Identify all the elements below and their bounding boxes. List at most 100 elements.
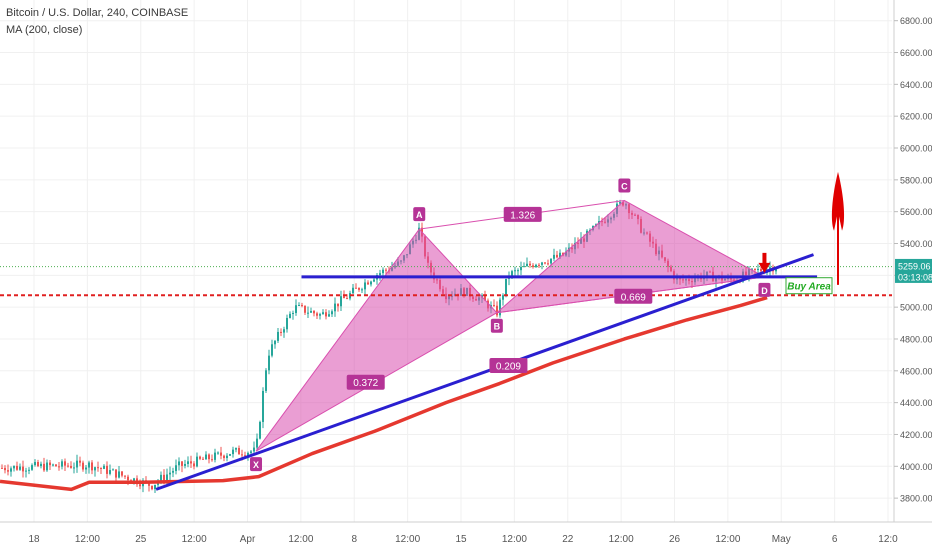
candle-body xyxy=(268,355,270,371)
candle-body xyxy=(385,269,387,271)
time-tick-label: 18 xyxy=(28,534,40,545)
candle-body xyxy=(238,448,240,455)
candle-body xyxy=(184,464,186,466)
pattern-point-badge xyxy=(250,457,263,472)
candle-body xyxy=(100,468,102,470)
candle-body xyxy=(229,454,231,456)
candle-body xyxy=(178,461,180,466)
candle-body xyxy=(1,467,3,469)
price-tick-label: 3800.00 xyxy=(900,494,932,504)
candle-body xyxy=(289,313,291,318)
candle-body xyxy=(94,467,96,471)
price-badge-label: 03:13:08 xyxy=(898,272,932,282)
price-tick-label: 4800.00 xyxy=(900,334,932,344)
candle-body xyxy=(532,265,534,267)
pattern-point-badge xyxy=(490,318,503,333)
candle-body xyxy=(259,421,261,439)
candle-body xyxy=(271,344,273,356)
price-tick-label: 5000.00 xyxy=(900,303,932,313)
candle-body xyxy=(211,459,213,461)
price-tick-label: 5400.00 xyxy=(900,239,932,249)
pattern-point-label: X xyxy=(253,460,259,470)
candle-body xyxy=(85,467,87,470)
time-tick-label: May xyxy=(772,534,791,545)
harmonic-pattern xyxy=(255,199,767,452)
pattern-point-badge xyxy=(758,282,771,297)
up-arrow-icon xyxy=(831,171,845,231)
time-tick-label: 12:0 xyxy=(878,534,898,545)
candle-body xyxy=(154,484,156,490)
candle-body xyxy=(19,466,21,470)
price-tick-label: 6200.00 xyxy=(900,112,932,122)
ratio-label: 0.209 xyxy=(496,362,521,373)
price-badge-label: 5259.06 xyxy=(898,261,931,271)
candle-body xyxy=(550,258,552,264)
candle-body xyxy=(556,254,558,258)
candle-body xyxy=(16,465,18,470)
candle-body xyxy=(760,268,762,272)
candle-body xyxy=(169,472,171,475)
candle-body xyxy=(358,288,360,290)
candle-body xyxy=(244,455,246,457)
candle-body xyxy=(355,287,357,289)
candle-body xyxy=(298,305,300,307)
candle-body xyxy=(73,467,75,469)
time-axis[interactable]: 18 12:00 25 12:00 Apr 12:00 8 12:00 15 12:00 22 12:… xyxy=(0,521,932,545)
candle-body xyxy=(373,279,375,282)
candle-body xyxy=(262,390,264,422)
candle-body xyxy=(754,268,756,271)
candle-body xyxy=(328,314,330,317)
candle-body xyxy=(553,254,555,259)
candle-body xyxy=(544,262,546,264)
price-tick-label: 5600.00 xyxy=(900,207,932,217)
candle-body xyxy=(160,474,162,482)
time-tick-label: 12:00 xyxy=(182,534,207,545)
candle-body xyxy=(256,438,258,448)
candle-body xyxy=(505,278,507,296)
pattern-point-label: B xyxy=(494,322,501,332)
candle-body xyxy=(193,463,195,467)
buy-area-box xyxy=(785,277,833,295)
candle-body xyxy=(220,452,222,456)
candle-body xyxy=(511,271,513,277)
candle-body xyxy=(775,268,777,272)
price-axis[interactable]: 3800.00 4000.00 4200.00 4400.00 4600.00 4800.… xyxy=(893,0,932,522)
ratio-label: 1.326 xyxy=(510,210,535,221)
time-tick-label: Apr xyxy=(240,534,256,545)
candle-body xyxy=(37,462,39,467)
pattern-labels: X A B C D 0.372 1.326 0.669 0.209 Buy Area xyxy=(250,178,833,472)
candle-body xyxy=(70,465,72,468)
candle-body xyxy=(103,465,105,469)
candle-body xyxy=(496,305,498,316)
candle-body xyxy=(13,465,15,469)
price-tick-label: 4400.00 xyxy=(900,398,932,408)
candle-body xyxy=(115,469,117,478)
moving-average-200 xyxy=(0,295,768,492)
candle-body xyxy=(265,370,267,391)
candle-body xyxy=(109,470,111,474)
candle-body xyxy=(172,470,174,473)
pattern-point-badge xyxy=(413,207,426,222)
chart-title: Bitcoin / U.S. Dollar, 240, COINBASE xyxy=(6,7,189,19)
candle-body xyxy=(214,452,216,460)
candle-body xyxy=(499,299,501,316)
candle-body xyxy=(514,270,516,272)
candle-body xyxy=(187,461,189,465)
candle-body xyxy=(757,268,759,271)
price-tick-label: 5800.00 xyxy=(900,175,932,185)
candle-body xyxy=(529,263,531,266)
candle-body xyxy=(343,296,345,299)
candle-body xyxy=(223,455,225,459)
price-badge xyxy=(895,258,932,272)
rising-trendline xyxy=(155,253,815,491)
candle-body xyxy=(523,266,525,268)
candle-body xyxy=(91,462,93,471)
candle-body xyxy=(10,468,12,472)
candle-body xyxy=(4,467,6,471)
chart-grid xyxy=(0,0,892,522)
candle-body xyxy=(535,264,537,267)
time-tick-label: 12:00 xyxy=(715,534,740,545)
candle-body xyxy=(79,460,81,463)
candle-body xyxy=(133,478,135,483)
